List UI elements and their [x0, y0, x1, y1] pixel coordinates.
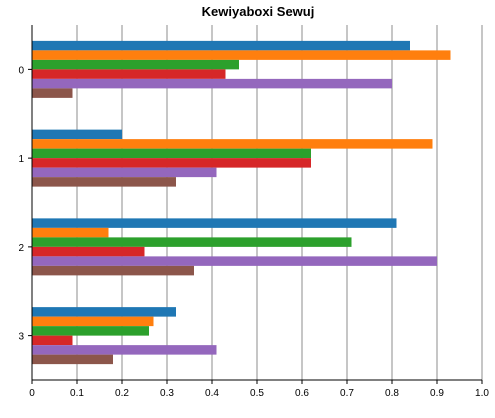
bar	[32, 158, 311, 168]
x-tick-label: 0	[29, 388, 35, 399]
bar	[32, 237, 352, 247]
y-tick-label: 2	[18, 243, 24, 254]
tick-labels: 0 0.1 0.2 0.3 0.4 0.5 0.6 0.7 0.8 0.9 1.0 0 1 2 3	[18, 65, 489, 399]
bar	[32, 218, 397, 228]
x-tick-label: 0.6	[295, 388, 309, 399]
bar	[32, 265, 194, 276]
x-tick-label: 0.3	[160, 388, 174, 399]
bar	[32, 59, 239, 70]
bar	[32, 354, 113, 365]
y-tick-label: 0	[18, 65, 24, 76]
bar	[32, 78, 392, 89]
bar	[32, 246, 145, 257]
bar	[32, 177, 176, 187]
y-tick-label: 1	[18, 154, 24, 165]
x-tick-label: 0.7	[340, 388, 354, 399]
bar	[32, 69, 226, 79]
x-tick-label: 0.1	[70, 388, 84, 399]
y-tick-label: 3	[18, 332, 24, 343]
x-tick-label: 0.2	[115, 388, 129, 399]
x-tick-label: 0.9	[430, 388, 444, 399]
chart-title: Kewiyaboxi Sewuj	[202, 4, 315, 19]
bar	[32, 345, 217, 355]
x-tick-label: 0.8	[385, 388, 399, 399]
bars	[32, 40, 451, 365]
bar	[32, 88, 73, 98]
x-tick-label: 0.4	[205, 388, 219, 399]
bar	[32, 148, 311, 159]
x-tick-label: 1.0	[475, 388, 489, 399]
bar	[32, 316, 154, 327]
bar	[32, 335, 73, 346]
bar	[32, 326, 149, 336]
bar	[32, 256, 437, 266]
bar	[32, 50, 451, 60]
bar	[32, 227, 109, 238]
x-tick-label: 0.5	[250, 388, 264, 399]
bar	[32, 40, 410, 51]
bar	[32, 307, 176, 317]
bar	[32, 139, 433, 149]
axes	[28, 25, 483, 384]
bar	[32, 129, 122, 140]
bar	[32, 167, 217, 178]
